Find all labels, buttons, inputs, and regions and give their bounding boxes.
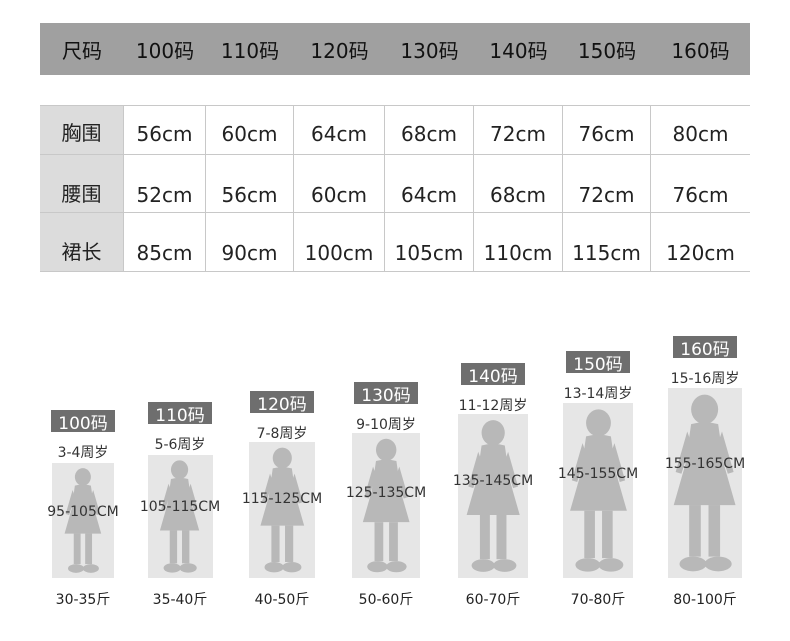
table-row-skirt-length: 裙长 85cm 90cm 100cm 105cm 110cm 115cm 120… bbox=[40, 212, 750, 272]
table-cell: 120cm bbox=[666, 241, 735, 265]
size-tag: 140码 bbox=[461, 363, 525, 387]
table-cell: 100cm bbox=[294, 213, 385, 271]
table-cell: 90cm bbox=[206, 213, 294, 271]
child-silhouette-icon bbox=[362, 438, 410, 573]
table-cell: 85cm bbox=[124, 213, 206, 271]
table-cell: 72cm bbox=[563, 155, 651, 213]
child-silhouette-icon bbox=[569, 409, 627, 572]
header-cell: 160码 bbox=[671, 38, 730, 63]
child-silhouette-icon bbox=[466, 420, 520, 572]
table-cell: 60cm bbox=[206, 106, 294, 155]
header-cell: 110码 bbox=[220, 38, 280, 63]
weight-range: 40-50斤 bbox=[254, 592, 310, 608]
table-header-row: 尺码 100码 110码 120码 130码 140码 150码 160码 bbox=[40, 23, 750, 75]
weight-range: 35-40斤 bbox=[152, 592, 208, 608]
header-cell: 150码 bbox=[577, 38, 637, 63]
age-range: 7-8周岁 bbox=[256, 426, 308, 442]
weight-range: 30-35斤 bbox=[55, 592, 111, 608]
size-tag: 110码 bbox=[148, 402, 212, 426]
size-table: 尺码 100码 110码 120码 130码 140码 150码 160码 胸围… bbox=[40, 23, 750, 272]
row-label: 腰围 bbox=[40, 155, 124, 213]
header-cell: 130码 bbox=[400, 38, 459, 63]
weight-range: 50-60斤 bbox=[358, 592, 414, 608]
table-cell: 60cm bbox=[294, 155, 385, 213]
weight-range: 80-100斤 bbox=[673, 592, 737, 608]
child-silhouette-icon bbox=[160, 460, 200, 573]
size-tag: 100码 bbox=[51, 410, 115, 434]
table-cell: 68cm bbox=[385, 106, 474, 155]
table-cell: 72cm bbox=[474, 106, 563, 155]
age-range: 15-16周岁 bbox=[670, 371, 740, 387]
weight-range: 70-80斤 bbox=[570, 592, 626, 608]
child-silhouette-icon bbox=[674, 394, 736, 572]
header-cell: 120码 bbox=[310, 38, 369, 63]
age-range: 13-14周岁 bbox=[563, 386, 633, 402]
size-tag: 160码 bbox=[673, 336, 737, 360]
size-tag: 130码 bbox=[354, 382, 418, 406]
table-row-waist: 腰围 52cm 56cm 60cm 64cm 68cm 72cm 76cm bbox=[40, 154, 750, 213]
size-tag: 150码 bbox=[566, 351, 630, 375]
age-range: 5-6周岁 bbox=[154, 437, 206, 453]
table-cell: 115cm bbox=[563, 213, 651, 271]
header-cell: 100码 bbox=[135, 38, 195, 63]
height-range: 155-165CM bbox=[664, 456, 746, 473]
height-range: 125-135CM bbox=[345, 485, 427, 502]
height-range: 145-155CM bbox=[557, 466, 639, 482]
table-cell: 68cm bbox=[474, 155, 563, 213]
table-cell: 64cm bbox=[385, 155, 474, 213]
table-cell: 76cm bbox=[672, 183, 729, 207]
child-silhouette-icon bbox=[64, 468, 102, 573]
table-cell: 105cm bbox=[385, 213, 474, 271]
height-range: 135-145CM bbox=[452, 473, 534, 490]
child-silhouette-icon bbox=[260, 447, 304, 573]
table-cell: 80cm bbox=[672, 122, 729, 146]
table-cell: 52cm bbox=[124, 155, 206, 213]
height-range: 115-125CM bbox=[241, 490, 323, 507]
table-cell: 64cm bbox=[294, 106, 385, 155]
table-row-chest: 胸围 56cm 60cm 64cm 68cm 72cm 76cm 80cm bbox=[40, 105, 750, 155]
age-range: 9-10周岁 bbox=[356, 417, 416, 433]
row-label: 裙长 bbox=[40, 213, 124, 271]
table-cell: 56cm bbox=[206, 155, 294, 213]
table-cell: 76cm bbox=[563, 106, 651, 155]
header-cell: 尺码 bbox=[62, 38, 102, 63]
height-range: 105-115CM bbox=[139, 499, 221, 516]
row-label: 胸围 bbox=[40, 106, 124, 155]
header-cell: 140码 bbox=[489, 38, 548, 63]
age-range: 11-12周岁 bbox=[458, 398, 528, 414]
age-range: 3-4周岁 bbox=[57, 445, 109, 461]
height-range: 95-105CM bbox=[47, 504, 119, 521]
table-cell: 110cm bbox=[474, 213, 563, 271]
size-tag: 120码 bbox=[250, 391, 314, 415]
weight-range: 60-70斤 bbox=[465, 592, 521, 608]
table-cell: 56cm bbox=[124, 106, 206, 155]
